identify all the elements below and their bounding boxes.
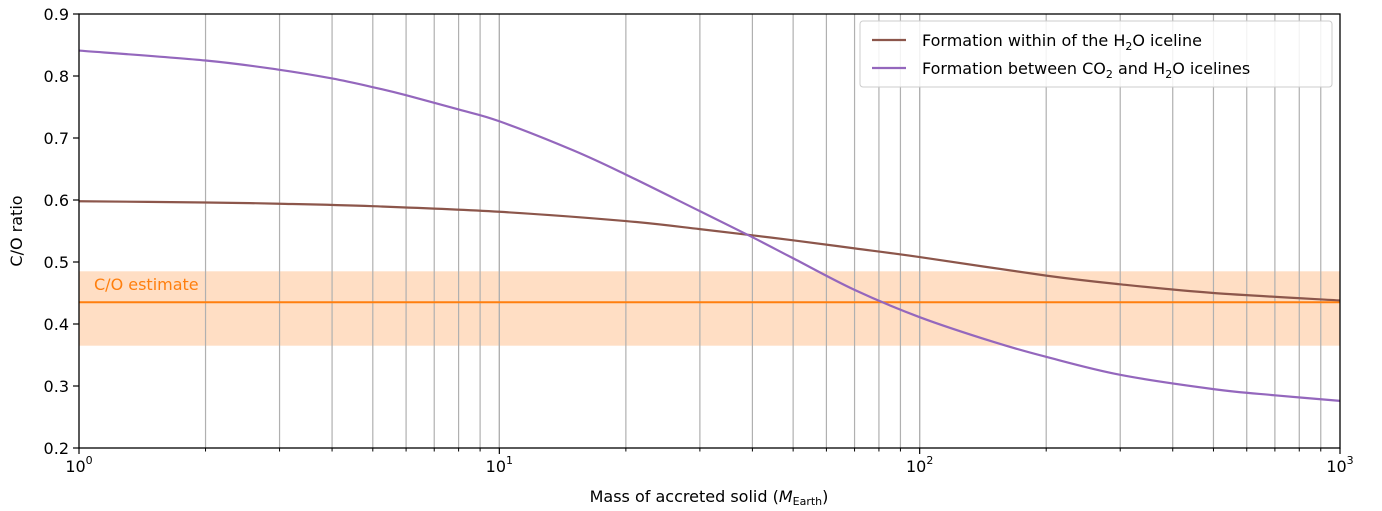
x-tick-label: 101 bbox=[486, 454, 513, 476]
x-axis-label-var: M bbox=[779, 487, 793, 506]
y-tick-label: 0.4 bbox=[44, 315, 69, 334]
x-axis-label: Mass of accreted solid (MEarth) bbox=[590, 487, 829, 508]
y-tick-label: 0.6 bbox=[44, 191, 69, 210]
x-axis-label-sub: Earth bbox=[793, 495, 823, 508]
y-tick-label: 0.7 bbox=[44, 129, 69, 148]
x-tick-label: 100 bbox=[65, 454, 92, 476]
legend-label-2: Formation between CO2 and H2O icelines bbox=[922, 59, 1250, 81]
estimate-band-layer bbox=[79, 271, 1340, 346]
plot-frame bbox=[78, 13, 1341, 449]
legend-box bbox=[859, 20, 1333, 88]
legend: Formation within of the H2O iceline Forma… bbox=[859, 20, 1333, 88]
x-tick-label: 103 bbox=[1326, 454, 1353, 476]
y-tick-label: 0.5 bbox=[44, 253, 69, 272]
estimate-label: C/O estimate bbox=[94, 275, 199, 294]
x-axis-label-suffix: ) bbox=[822, 487, 828, 506]
series-layer bbox=[78, 49, 1341, 402]
x-tick-label: 102 bbox=[906, 454, 933, 476]
y-tick-label: 0.2 bbox=[44, 439, 69, 458]
x-axis-label-prefix: Mass of accreted solid ( bbox=[590, 487, 779, 506]
axes-layer bbox=[73, 13, 1341, 454]
legend-label-1: Formation within of the H2O iceline bbox=[922, 31, 1202, 53]
y-tick-label: 0.9 bbox=[44, 5, 69, 24]
text-layer: C/O ratio Mass of accreted solid (MEarth… bbox=[7, 5, 1354, 508]
estimate-band bbox=[79, 271, 1340, 346]
y-tick-label: 0.8 bbox=[44, 67, 69, 86]
series-line-2 bbox=[78, 49, 1341, 402]
y-axis-label: C/O ratio bbox=[7, 195, 26, 266]
y-tick-label: 0.3 bbox=[44, 377, 69, 396]
